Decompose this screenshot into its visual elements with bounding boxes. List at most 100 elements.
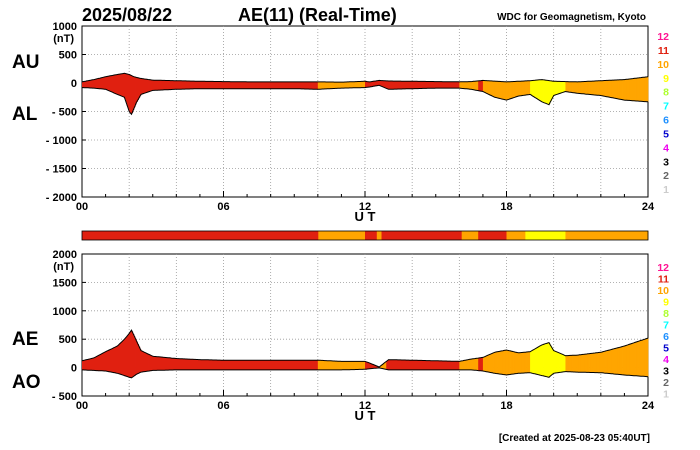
level-fill [97, 78, 99, 89]
level-fill [123, 339, 125, 376]
level-fill [156, 356, 158, 371]
level-fill [565, 355, 568, 372]
level-fill [592, 353, 595, 373]
level-fill [631, 78, 634, 101]
level-fill [308, 81, 310, 90]
level-fill [366, 361, 368, 370]
level-fill [381, 364, 384, 369]
level-fill [280, 81, 282, 89]
level-fill [164, 80, 167, 90]
level-fill [350, 81, 353, 88]
level-fill [225, 81, 228, 89]
level-fill [322, 81, 325, 90]
level-fill [429, 81, 432, 89]
level-fill [500, 81, 503, 99]
level-fill [527, 80, 530, 95]
level-fill [257, 81, 260, 89]
level-fill [604, 80, 606, 97]
x-axis-label: U T [355, 209, 376, 224]
level-fill [565, 81, 568, 92]
level-fill [142, 78, 144, 94]
level-fill [125, 73, 128, 103]
level-fill [103, 77, 105, 90]
level-fill [146, 79, 149, 93]
level-fill [406, 360, 408, 370]
level-fill [385, 80, 387, 89]
level-fill [376, 366, 379, 369]
level-fill [273, 81, 275, 89]
level-fill [293, 360, 295, 370]
level-fill [144, 352, 147, 372]
level-fill [297, 81, 300, 89]
level-fill [215, 81, 217, 89]
level-fill [420, 81, 422, 89]
level-fill [383, 362, 386, 370]
level-fill [111, 75, 114, 93]
level-fill [177, 358, 180, 370]
level-fill [300, 360, 302, 370]
level-fill [592, 81, 595, 95]
level-fill [352, 81, 354, 88]
level-fill [230, 81, 233, 89]
level-fill [414, 360, 417, 370]
level-fill [468, 359, 471, 370]
level-fill [321, 360, 323, 370]
level-fill [389, 81, 392, 90]
level-fill [545, 343, 547, 377]
level-fill [427, 360, 430, 370]
level-fill [545, 80, 547, 104]
level-fill [485, 80, 487, 93]
level-fill [182, 358, 184, 370]
level-fill [609, 349, 611, 374]
level-fill [381, 80, 384, 87]
level-fill [515, 81, 518, 97]
level-fill [586, 81, 589, 95]
level-fill [534, 80, 537, 98]
level-fill [169, 357, 171, 371]
level-fill [274, 81, 276, 89]
level-fill [556, 81, 558, 95]
level-fill [297, 360, 300, 370]
level-fill [109, 349, 111, 372]
level-fill [530, 80, 532, 95]
level-fill [645, 76, 648, 102]
level-fill [329, 360, 332, 370]
level-fill [563, 81, 565, 93]
level-fill [91, 79, 94, 89]
level-fill [423, 360, 426, 370]
level-fill [486, 80, 489, 94]
level-fill [248, 81, 250, 89]
level-fill [169, 80, 171, 90]
level-fill [473, 81, 476, 90]
level-fill [409, 81, 412, 89]
level-fill [627, 79, 630, 101]
level-fill [89, 358, 91, 371]
level-fill [340, 361, 342, 370]
level-fill [598, 352, 601, 373]
level-fill [521, 81, 524, 96]
level-fill [258, 81, 261, 89]
level-fill [431, 81, 433, 89]
level-fill [106, 76, 109, 91]
level-fill [221, 81, 223, 89]
level-fill [288, 360, 290, 370]
level-fill [512, 81, 514, 98]
level-fill [524, 352, 526, 373]
level-fill [403, 360, 406, 370]
level-fill [642, 339, 644, 377]
level-fill [612, 80, 615, 98]
level-fill [372, 364, 374, 369]
level-fill [304, 360, 307, 370]
level-fill [258, 360, 261, 370]
level-fill [289, 81, 292, 89]
level-fill [497, 351, 499, 374]
level-fill [455, 81, 458, 89]
level-fill [316, 81, 319, 90]
level-fill [280, 360, 282, 370]
level-fill [150, 355, 152, 371]
level-fill [84, 81, 86, 88]
level-fill [607, 80, 610, 98]
y-tick-label: 1500 [53, 277, 77, 289]
level-fill [478, 80, 480, 91]
level-fill [219, 81, 222, 89]
